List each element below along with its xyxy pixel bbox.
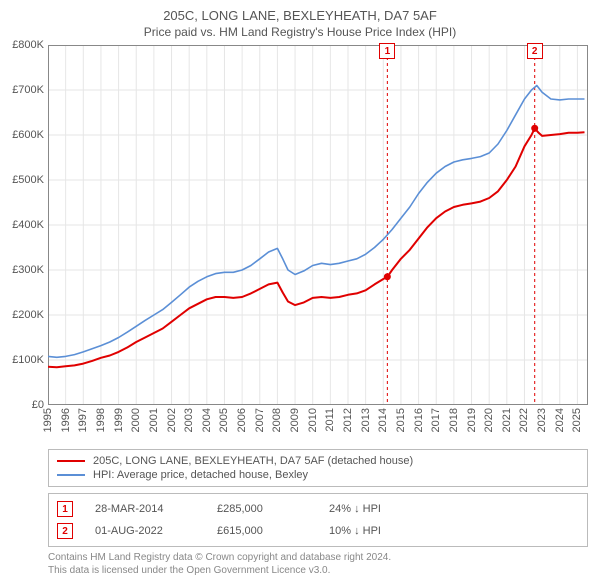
x-tick-label: 2012 [342, 408, 354, 432]
y-tick-label: £800K [12, 39, 44, 51]
x-tick-label: 1999 [113, 408, 125, 432]
x-tick-label: 2025 [571, 408, 583, 432]
x-tick-label: 2004 [201, 408, 213, 432]
x-tick-label: 2024 [554, 408, 566, 432]
x-tick-label: 2019 [466, 408, 478, 432]
x-tick-label: 2009 [289, 408, 301, 432]
legend-label-hpi: HPI: Average price, detached house, Bexl… [93, 469, 308, 481]
legend-swatch-price-paid [57, 460, 85, 462]
sale-marker-2-icon: 2 [57, 523, 73, 539]
x-tick-label: 2011 [324, 408, 336, 432]
chart-svg [48, 45, 588, 405]
sale-marker-1-icon: 1 [57, 501, 73, 517]
sale-row-1: 1 28-MAR-2014 £285,000 24% ↓ HPI [57, 498, 579, 520]
x-tick-label: 2000 [130, 408, 142, 432]
legend-swatch-hpi [57, 474, 85, 476]
x-tick-label: 1997 [77, 408, 89, 432]
y-tick-label: £600K [12, 129, 44, 141]
y-tick-label: £300K [12, 264, 44, 276]
footnote-line2: This data is licensed under the Open Gov… [48, 564, 588, 577]
x-tick-label: 2013 [360, 408, 372, 432]
y-tick-label: £700K [12, 84, 44, 96]
legend-row-price-paid: 205C, LONG LANE, BEXLEYHEATH, DA7 5AF (d… [57, 454, 579, 468]
x-tick-label: 2016 [413, 408, 425, 432]
sale-date-1: 28-MAR-2014 [95, 503, 195, 515]
x-tick-label: 2017 [430, 408, 442, 432]
x-tick-label: 2020 [483, 408, 495, 432]
x-tick-label: 2006 [236, 408, 248, 432]
sale-flag-1-icon: 1 [379, 43, 395, 59]
sale-row-2: 2 01-AUG-2022 £615,000 10% ↓ HPI [57, 520, 579, 542]
legend-label-price-paid: 205C, LONG LANE, BEXLEYHEATH, DA7 5AF (d… [93, 455, 413, 467]
chart-area: £0£100K£200K£300K£400K£500K£600K£700K£80… [48, 45, 588, 405]
y-tick-label: £500K [12, 174, 44, 186]
x-tick-label: 2018 [448, 408, 460, 432]
x-tick-label: 2023 [536, 408, 548, 432]
x-tick-label: 2001 [148, 408, 160, 432]
x-tick-label: 2008 [271, 408, 283, 432]
sales-table: 1 28-MAR-2014 £285,000 24% ↓ HPI 2 01-AU… [48, 493, 588, 547]
x-tick-label: 1996 [60, 408, 72, 432]
x-tick-label: 2022 [518, 408, 530, 432]
sale-delta-1: 24% ↓ HPI [329, 503, 419, 515]
footnote-line1: Contains HM Land Registry data © Crown c… [48, 551, 588, 564]
page-subtitle: Price paid vs. HM Land Registry's House … [0, 23, 600, 45]
x-tick-label: 2014 [377, 408, 389, 432]
sale-delta-2: 10% ↓ HPI [329, 525, 419, 537]
footnote: Contains HM Land Registry data © Crown c… [48, 551, 588, 577]
sale-date-2: 01-AUG-2022 [95, 525, 195, 537]
x-tick-label: 2010 [307, 408, 319, 432]
y-tick-label: £100K [12, 354, 44, 366]
y-tick-label: £200K [12, 309, 44, 321]
sale-flag-2-icon: 2 [527, 43, 543, 59]
x-tick-label: 1995 [42, 408, 54, 432]
x-tick-label: 2015 [395, 408, 407, 432]
legend-row-hpi: HPI: Average price, detached house, Bexl… [57, 468, 579, 482]
x-tick-label: 2005 [218, 408, 230, 432]
sale-price-2: £615,000 [217, 525, 307, 537]
x-tick-label: 1998 [95, 408, 107, 432]
x-tick-label: 2003 [183, 408, 195, 432]
legend: 205C, LONG LANE, BEXLEYHEATH, DA7 5AF (d… [48, 449, 588, 487]
sale-price-1: £285,000 [217, 503, 307, 515]
page-title: 205C, LONG LANE, BEXLEYHEATH, DA7 5AF [0, 0, 600, 23]
x-tick-label: 2002 [166, 408, 178, 432]
x-tick-label: 2007 [254, 408, 266, 432]
x-tick-label: 2021 [501, 408, 513, 432]
y-tick-label: £400K [12, 219, 44, 231]
